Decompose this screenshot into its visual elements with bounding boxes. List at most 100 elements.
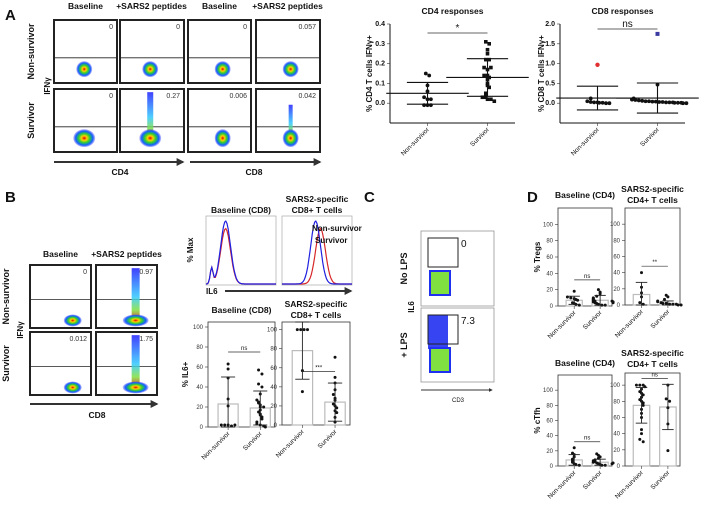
- data-point: [226, 362, 230, 366]
- data-point: [480, 95, 485, 100]
- data-point: [664, 100, 668, 105]
- data-point: [641, 401, 645, 405]
- y-tick-label: 80: [546, 403, 553, 409]
- histogram-title: Baseline (CD8): [211, 205, 271, 215]
- data-point: [572, 446, 576, 450]
- data-point: [484, 40, 488, 44]
- data-point: [306, 328, 309, 332]
- column-header: Baseline: [43, 249, 78, 259]
- flow-plot: 0.27: [119, 88, 185, 153]
- data-point: [667, 100, 672, 105]
- density-blob: [63, 381, 82, 394]
- density-blob: [76, 61, 93, 78]
- data-point: [676, 303, 680, 307]
- histogram-title: SARS2-specific: [286, 194, 349, 204]
- y-tick-label: 100: [543, 222, 554, 228]
- histogram-curve-survivor: [282, 220, 352, 285]
- y-axis-label: % Max: [186, 237, 195, 262]
- chart-title: Baseline (CD8): [212, 305, 272, 315]
- data-point: [585, 99, 590, 104]
- plot-frame: [187, 88, 252, 153]
- y-axis-label: % CD4 T cells IFNγ+: [365, 35, 374, 112]
- y-axis-label: % Tregs: [533, 241, 542, 272]
- chart-title: SARS2-specific: [621, 348, 684, 358]
- column-header: +SARS2 peptides: [91, 249, 162, 259]
- data-point: [607, 101, 612, 106]
- y-tick-label: 20: [546, 288, 553, 294]
- data-point: [226, 367, 230, 371]
- density-blob: [214, 61, 231, 78]
- significance-label: ns: [584, 274, 590, 280]
- data-point: [331, 392, 335, 396]
- y-tick-label: 1.0: [545, 61, 555, 68]
- y-tick-label: 60: [613, 255, 620, 261]
- data-point: [600, 100, 605, 105]
- data-point: [484, 93, 488, 98]
- chart-d-tfh-base: Baseline (CD4) 0 20 40 60 80 100 % cTfh Non-surv…: [533, 358, 615, 500]
- data-point: [596, 288, 600, 292]
- legend-non-survivor: Non-survivor: [312, 224, 362, 233]
- panel-label-d: D: [527, 189, 538, 206]
- data-point: [634, 383, 638, 387]
- y-tick-label: 100: [267, 328, 278, 334]
- gate-percentage: 0.057: [298, 24, 316, 31]
- density-blob: [282, 61, 299, 78]
- data-point: [676, 100, 680, 105]
- y-tick-label: 80: [613, 399, 620, 405]
- y-tick-label: 0: [617, 303, 621, 309]
- histogram-frame: [281, 215, 353, 286]
- flow-plot: 0: [119, 19, 185, 84]
- x-category-label: Non-survivor: [400, 126, 432, 158]
- y-tick-label: 80: [270, 347, 277, 353]
- chart-title: CD8 responses: [592, 6, 654, 16]
- data-point: [487, 85, 491, 90]
- data-point: [650, 99, 655, 104]
- chart-title: SARS2-specific: [621, 184, 684, 194]
- plot-frame: [281, 321, 351, 426]
- gate-percentage: 0.042: [298, 93, 316, 100]
- data-point: [257, 368, 261, 372]
- data-point: [429, 97, 433, 102]
- histogram-title: CD8+ T cells: [292, 205, 343, 215]
- y-tick-label: 0: [550, 464, 554, 470]
- plot-frame: [29, 331, 92, 396]
- data-point: [255, 398, 259, 402]
- gate-percentage: 0: [83, 269, 87, 276]
- data-point: [257, 410, 261, 414]
- y-tick-label: 0.0: [545, 100, 555, 107]
- y-tick-label: 100: [610, 222, 621, 228]
- significance-label: *: [456, 23, 460, 34]
- y-tick-label: 40: [196, 385, 203, 391]
- data-point: [636, 98, 641, 103]
- column-header: Baseline: [202, 1, 237, 11]
- data-point: [640, 428, 643, 432]
- x-axis-label-cd4: CD4: [111, 167, 128, 177]
- histogram-frame: [205, 215, 277, 286]
- flow-plot: 0.006: [187, 88, 252, 153]
- data-point: [588, 100, 593, 104]
- panel-label-a: A: [5, 7, 16, 24]
- data-point: [565, 295, 569, 299]
- positive-events: [147, 92, 154, 139]
- data-point: [638, 383, 642, 387]
- x-category-label: Non-survivor: [201, 430, 233, 462]
- gate-percentage: 0.27: [166, 93, 180, 100]
- x-category-label: Non-survivor: [570, 126, 602, 158]
- highlight-point: [655, 31, 660, 36]
- row-label-survivor: Survivor: [26, 102, 36, 139]
- data-point: [489, 97, 493, 102]
- data-point: [482, 73, 486, 78]
- data-point: [219, 423, 223, 427]
- gate-box: [427, 314, 459, 345]
- plot-frame: [207, 321, 276, 428]
- highlight-point: [595, 62, 600, 67]
- flow-plot: 0.057: [255, 19, 321, 84]
- data-point: [299, 328, 303, 332]
- x-axis-label-cd3: CD3: [452, 398, 465, 404]
- y-tick-label: 100: [543, 388, 554, 394]
- y-tick-label: 60: [613, 415, 620, 421]
- y-tick-label: 100: [610, 383, 621, 389]
- data-point: [572, 289, 576, 293]
- panel-label-b: B: [5, 189, 16, 206]
- data-point: [679, 303, 683, 307]
